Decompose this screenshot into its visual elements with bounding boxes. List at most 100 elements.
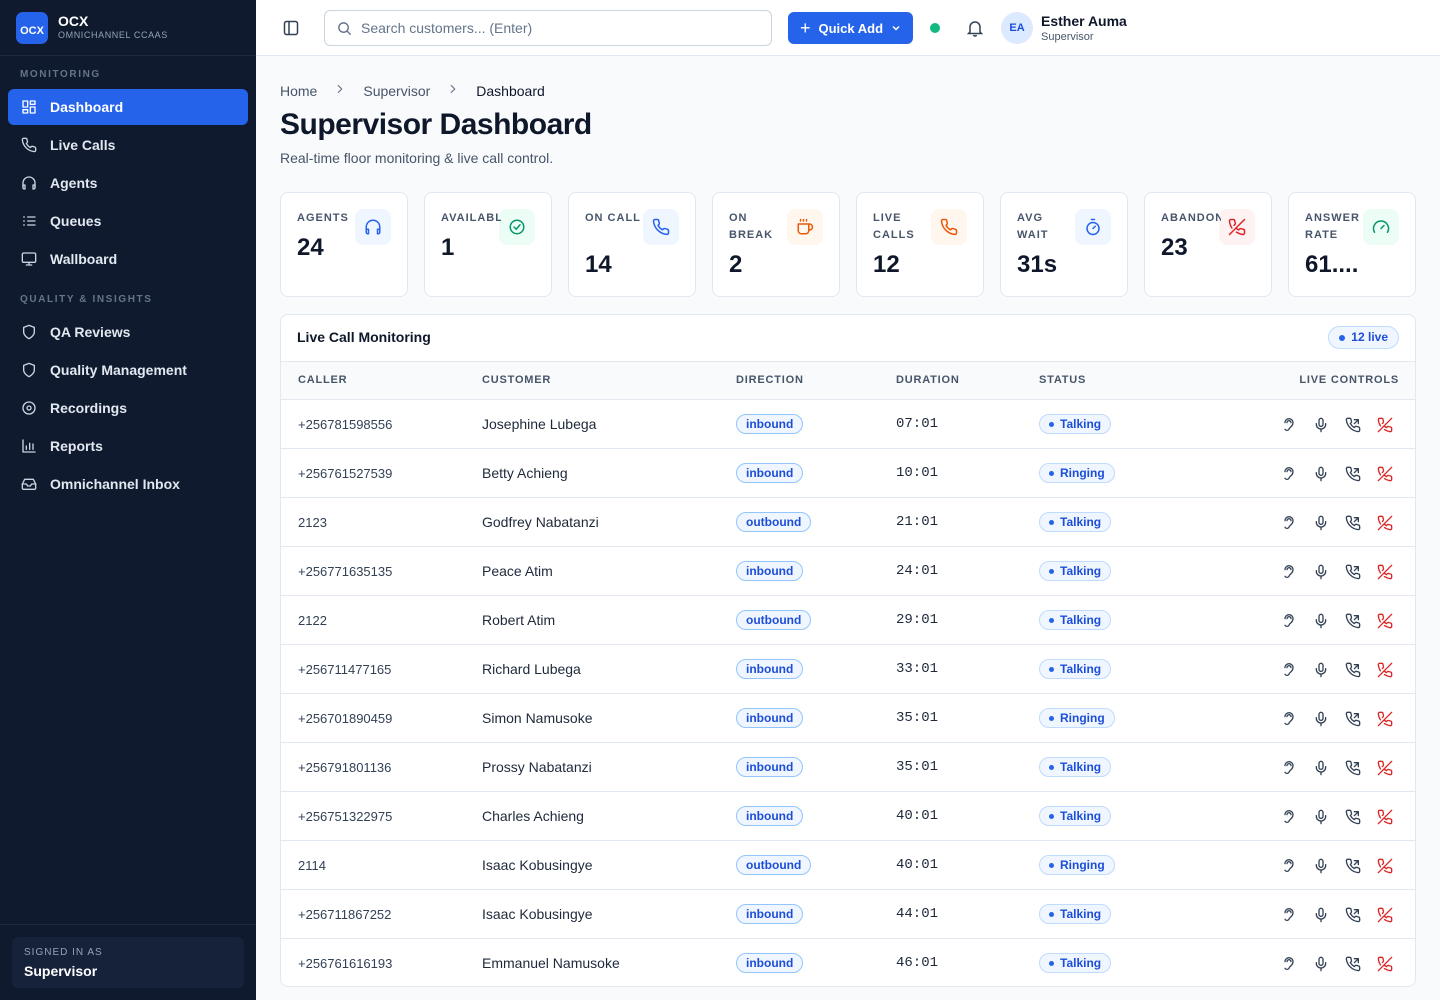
whisper-button[interactable]: [1313, 662, 1329, 678]
nav-item[interactable]: Quality Management: [8, 352, 248, 388]
duration: 10:01: [896, 465, 939, 481]
icon: [1315, 466, 1327, 482]
listen-button[interactable]: [1281, 564, 1297, 580]
hang-up-button[interactable]: [1377, 809, 1393, 825]
listen-button[interactable]: [1281, 760, 1297, 776]
hang-up-button[interactable]: [1377, 613, 1393, 629]
barge-button[interactable]: [1345, 809, 1361, 825]
nav-item[interactable]: Queues: [8, 203, 248, 239]
signed-in-role: Supervisor: [24, 963, 98, 979]
whisper-button[interactable]: [1313, 613, 1329, 629]
duration: 46:01: [896, 955, 939, 971]
whisper-button[interactable]: [1313, 760, 1329, 776]
icon: [1284, 908, 1294, 922]
nav-item[interactable]: Reports: [8, 428, 248, 464]
brand-tagline: OMNICHANNEL CCAAS: [58, 30, 168, 40]
barge-button[interactable]: [1345, 662, 1361, 678]
nav-label: Omnichannel Inbox: [50, 476, 180, 492]
breadcrumb-item[interactable]: Supervisor: [363, 82, 431, 99]
listen-button[interactable]: [1281, 662, 1297, 678]
whisper-button[interactable]: [1313, 956, 1329, 972]
stat-value: 31s: [1017, 251, 1058, 278]
stat-card: ABANDON 23: [1144, 192, 1272, 297]
avatar[interactable]: EA: [1001, 12, 1033, 44]
notifications[interactable]: [967, 19, 983, 37]
nav-item[interactable]: Omnichannel Inbox: [8, 466, 248, 502]
whisper-button[interactable]: [1313, 417, 1329, 433]
status-text: Ringing: [1060, 711, 1105, 725]
customer: Emmanuel Namusoke: [482, 955, 620, 971]
listen-button[interactable]: [1281, 858, 1297, 874]
icon: [1284, 810, 1294, 824]
nav-item[interactable]: Recordings: [8, 390, 248, 426]
search-box[interactable]: Search customers... (Enter): [324, 10, 772, 46]
whisper-button[interactable]: [1313, 907, 1329, 923]
hang-up-button[interactable]: [1377, 858, 1393, 874]
whisper-button[interactable]: [1313, 858, 1329, 874]
sidebar-toggle[interactable]: [283, 20, 299, 36]
hang-up-button[interactable]: [1377, 711, 1393, 727]
barge-button[interactable]: [1345, 907, 1361, 923]
stat-value: 14: [585, 251, 612, 278]
status-pill: Talking: [1039, 904, 1112, 924]
listen-button[interactable]: [1281, 907, 1297, 923]
nav-item[interactable]: Agents: [8, 165, 248, 201]
hang-up-button[interactable]: [1377, 417, 1393, 433]
nav-item[interactable]: Dashboard: [8, 89, 248, 125]
duration: 33:01: [896, 661, 939, 677]
listen-button[interactable]: [1281, 809, 1297, 825]
barge-button[interactable]: [1345, 613, 1361, 629]
hang-up-button[interactable]: [1377, 466, 1393, 482]
nav-label: QA Reviews: [50, 324, 131, 340]
icon: [1345, 809, 1361, 825]
whisper-button[interactable]: [1313, 711, 1329, 727]
customer: Charles Achieng: [482, 808, 584, 824]
nav-item[interactable]: QA Reviews: [8, 314, 248, 350]
listen-button[interactable]: [1281, 956, 1297, 972]
call-row: +256791801136 Prossy Nabatanzi inbound 35:0…: [281, 742, 1415, 791]
barge-button[interactable]: [1345, 760, 1361, 776]
caller: +256771635135: [298, 564, 393, 579]
barge-button[interactable]: [1345, 564, 1361, 580]
hang-up-button[interactable]: [1377, 956, 1393, 972]
whisper-button[interactable]: [1313, 466, 1329, 482]
icon: [1345, 417, 1361, 433]
barge-button[interactable]: [1345, 711, 1361, 727]
listen-button[interactable]: [1281, 711, 1297, 727]
hang-up-button[interactable]: [1377, 907, 1393, 923]
icon: [940, 218, 958, 236]
whisper-button[interactable]: [1313, 809, 1329, 825]
icon: [1377, 956, 1393, 972]
whisper-button[interactable]: [1313, 564, 1329, 580]
call-row: +256761527539 Betty Achieng inbound 10:01 Ri…: [281, 448, 1415, 497]
nav-item[interactable]: Wallboard: [8, 241, 248, 277]
stat-icon: [499, 209, 535, 245]
direction-pill: inbound: [736, 463, 804, 483]
hang-up-button[interactable]: [1377, 564, 1393, 580]
quick-add-button[interactable]: + Quick Add: [788, 12, 913, 44]
stat-label: ANSWER RATE: [1305, 212, 1360, 241]
nav-item[interactable]: Live Calls: [8, 127, 248, 163]
listen-button[interactable]: [1281, 417, 1297, 433]
status-text: Ringing: [1060, 466, 1105, 480]
listen-button[interactable]: [1281, 466, 1297, 482]
icon: [1345, 711, 1361, 727]
barge-button[interactable]: [1345, 466, 1361, 482]
hang-up-button[interactable]: [1377, 662, 1393, 678]
hang-up-button[interactable]: [1377, 515, 1393, 531]
status-text: Talking: [1060, 662, 1102, 676]
divider: [0, 924, 256, 925]
whisper-button[interactable]: [1313, 515, 1329, 531]
nav-section-title: MONITORING: [20, 69, 101, 80]
customer: Prossy Nabatanzi: [482, 759, 592, 775]
breadcrumb-item[interactable]: Home: [280, 82, 318, 99]
stat-value: 23: [1161, 234, 1188, 261]
listen-button[interactable]: [1281, 613, 1297, 629]
barge-button[interactable]: [1345, 417, 1361, 433]
barge-button[interactable]: [1345, 858, 1361, 874]
barge-button[interactable]: [1345, 956, 1361, 972]
barge-button[interactable]: [1345, 515, 1361, 531]
listen-button[interactable]: [1281, 515, 1297, 531]
hang-up-button[interactable]: [1377, 760, 1393, 776]
status-dot: [930, 23, 940, 33]
